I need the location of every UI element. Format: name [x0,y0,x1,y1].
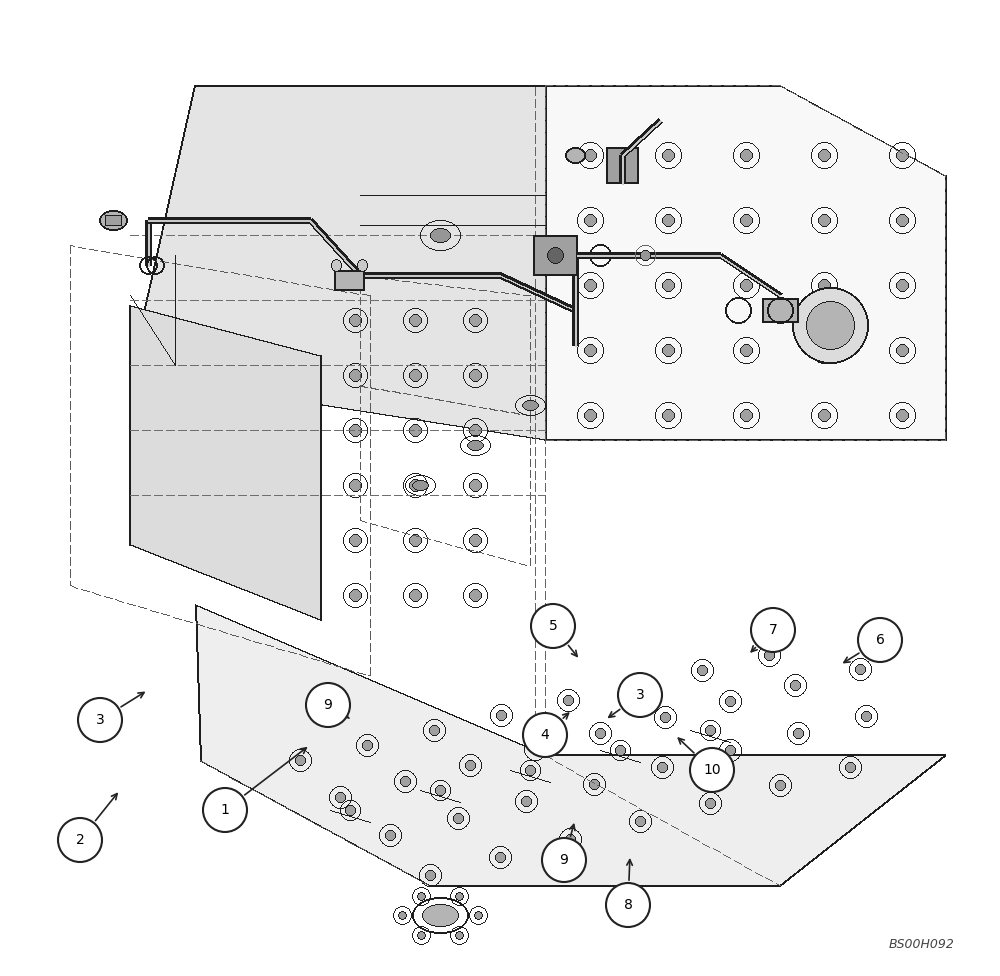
Text: 1: 1 [221,803,229,817]
Circle shape [531,604,575,648]
Circle shape [306,683,350,727]
Circle shape [606,883,650,927]
Circle shape [858,618,902,662]
Text: 6: 6 [876,633,884,647]
Text: 5: 5 [549,619,557,633]
Circle shape [203,788,247,832]
Text: 8: 8 [624,898,632,912]
Text: 9: 9 [560,853,568,867]
Text: 3: 3 [636,688,644,702]
Text: 2: 2 [76,833,84,847]
Text: 4: 4 [541,728,549,742]
Circle shape [542,838,586,882]
Text: BS00H092: BS00H092 [889,938,955,951]
Text: 3: 3 [96,713,104,727]
Text: 9: 9 [324,698,332,712]
Circle shape [690,748,734,792]
Circle shape [751,608,795,652]
Text: 10: 10 [703,763,721,777]
Circle shape [58,818,102,862]
Text: 7: 7 [769,623,777,637]
Circle shape [78,698,122,742]
Circle shape [523,713,567,757]
Circle shape [618,673,662,717]
